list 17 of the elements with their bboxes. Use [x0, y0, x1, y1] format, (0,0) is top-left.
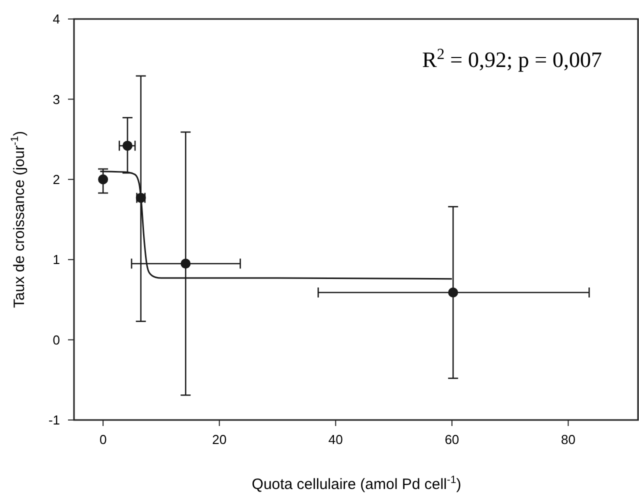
x-tick-label: 40	[328, 432, 343, 447]
y-tick-label: 0	[52, 332, 60, 348]
point	[122, 140, 132, 151]
y-tick-label: 2	[52, 172, 60, 187]
y-tick-label: -1	[48, 412, 60, 428]
y-tick-label: 3	[52, 92, 60, 107]
y-tick-label: 1	[52, 252, 60, 268]
x-tick-label: 60	[444, 432, 460, 447]
x-tick-label: 0	[99, 432, 107, 447]
point	[448, 287, 458, 298]
x-tick-label: 80	[560, 432, 576, 447]
y-tick-label: 4	[52, 12, 60, 27]
point	[180, 258, 191, 269]
point	[98, 174, 108, 184]
x-tick-label: 20	[212, 432, 227, 447]
x-axis-title: Quota cellulaire (amol Pd cell$^{-1}$)	[252, 474, 462, 493]
annotation: R$^{2}$ = 0,92; p = 0,007	[422, 46, 602, 72]
